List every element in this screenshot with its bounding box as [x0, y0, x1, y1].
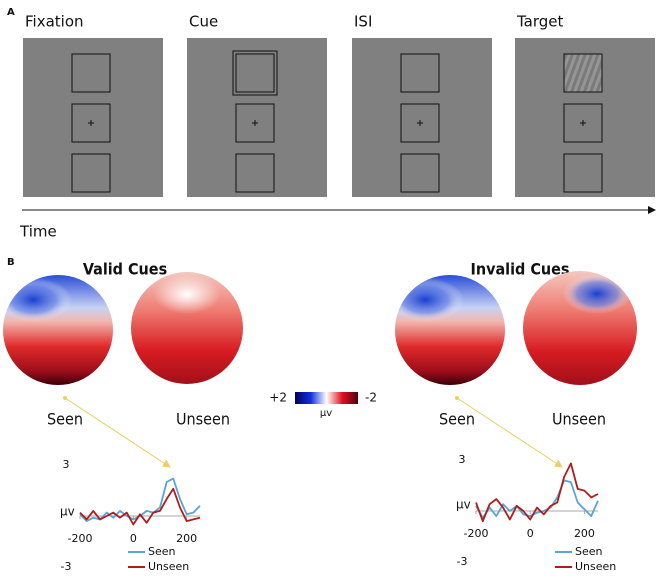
placeholder-box — [400, 153, 440, 193]
erp-line — [79, 487, 201, 526]
colorbar-unit: µv — [320, 408, 332, 419]
colorbar-max: +2 — [269, 391, 287, 405]
condition-label: Seen — [47, 410, 83, 429]
topo-blob — [153, 274, 221, 314]
placeholder-box — [563, 153, 603, 193]
fixation-cross — [417, 120, 423, 126]
x-tick-label: 200 — [574, 527, 595, 540]
x-tick-label: 0 — [130, 532, 137, 545]
placeholder-box — [71, 153, 111, 193]
y-tick-label: 3 — [63, 458, 70, 471]
x-tick-label: -200 — [68, 532, 93, 545]
topo-blob — [562, 273, 632, 314]
placeholder-box — [235, 153, 275, 193]
condition-label: Unseen — [552, 410, 606, 429]
x-tick-label: 200 — [176, 532, 197, 545]
placeholder-box — [400, 53, 440, 93]
legend-label: Unseen — [148, 560, 189, 573]
placeholder-box — [71, 103, 111, 143]
condition-label: Unseen — [176, 410, 230, 429]
group-title: Valid Cues — [83, 260, 167, 279]
frame-title: ISI — [354, 13, 372, 31]
group-title: Invalid Cues — [470, 260, 569, 279]
panel-label: B — [7, 257, 15, 268]
placeholder-box — [563, 103, 603, 143]
legend-label: Unseen — [575, 560, 616, 573]
topo-blob — [395, 277, 464, 322]
colorbar-min: -2 — [365, 391, 377, 405]
placeholder-box — [400, 103, 440, 143]
erp-line — [475, 479, 599, 519]
time-label: Time — [19, 223, 57, 241]
colorbar — [295, 392, 358, 404]
y-tick-label: 3 — [459, 453, 466, 466]
legend-label: Seen — [575, 545, 603, 558]
fixation-cross — [88, 120, 94, 126]
x-tick-label: -200 — [464, 527, 489, 540]
legend-label: Seen — [148, 545, 176, 558]
pointer-arrow — [64, 397, 171, 468]
y-tick-label: -3 — [457, 555, 468, 568]
placeholder-box — [563, 53, 603, 93]
pointer-arrow — [456, 397, 563, 468]
fixation-cross — [252, 120, 258, 126]
screen — [23, 38, 163, 197]
screen — [352, 38, 492, 197]
placeholder-box — [235, 103, 275, 143]
frame-title: Target — [516, 13, 564, 31]
panel-label: A — [7, 7, 15, 18]
placeholder-box — [235, 53, 275, 93]
y-axis-label: µv — [456, 498, 471, 512]
y-axis-label: µv — [60, 505, 75, 519]
frame-title: Cue — [189, 13, 218, 31]
fixation-cross — [580, 120, 586, 126]
x-tick-label: 0 — [527, 527, 534, 540]
screen — [187, 38, 327, 197]
erp-line — [475, 462, 599, 523]
placeholder-box — [71, 53, 111, 93]
y-tick-label: -3 — [61, 560, 72, 573]
condition-label: Seen — [439, 410, 475, 429]
frame-title: Fixation — [25, 13, 84, 31]
cue-box — [232, 50, 278, 96]
